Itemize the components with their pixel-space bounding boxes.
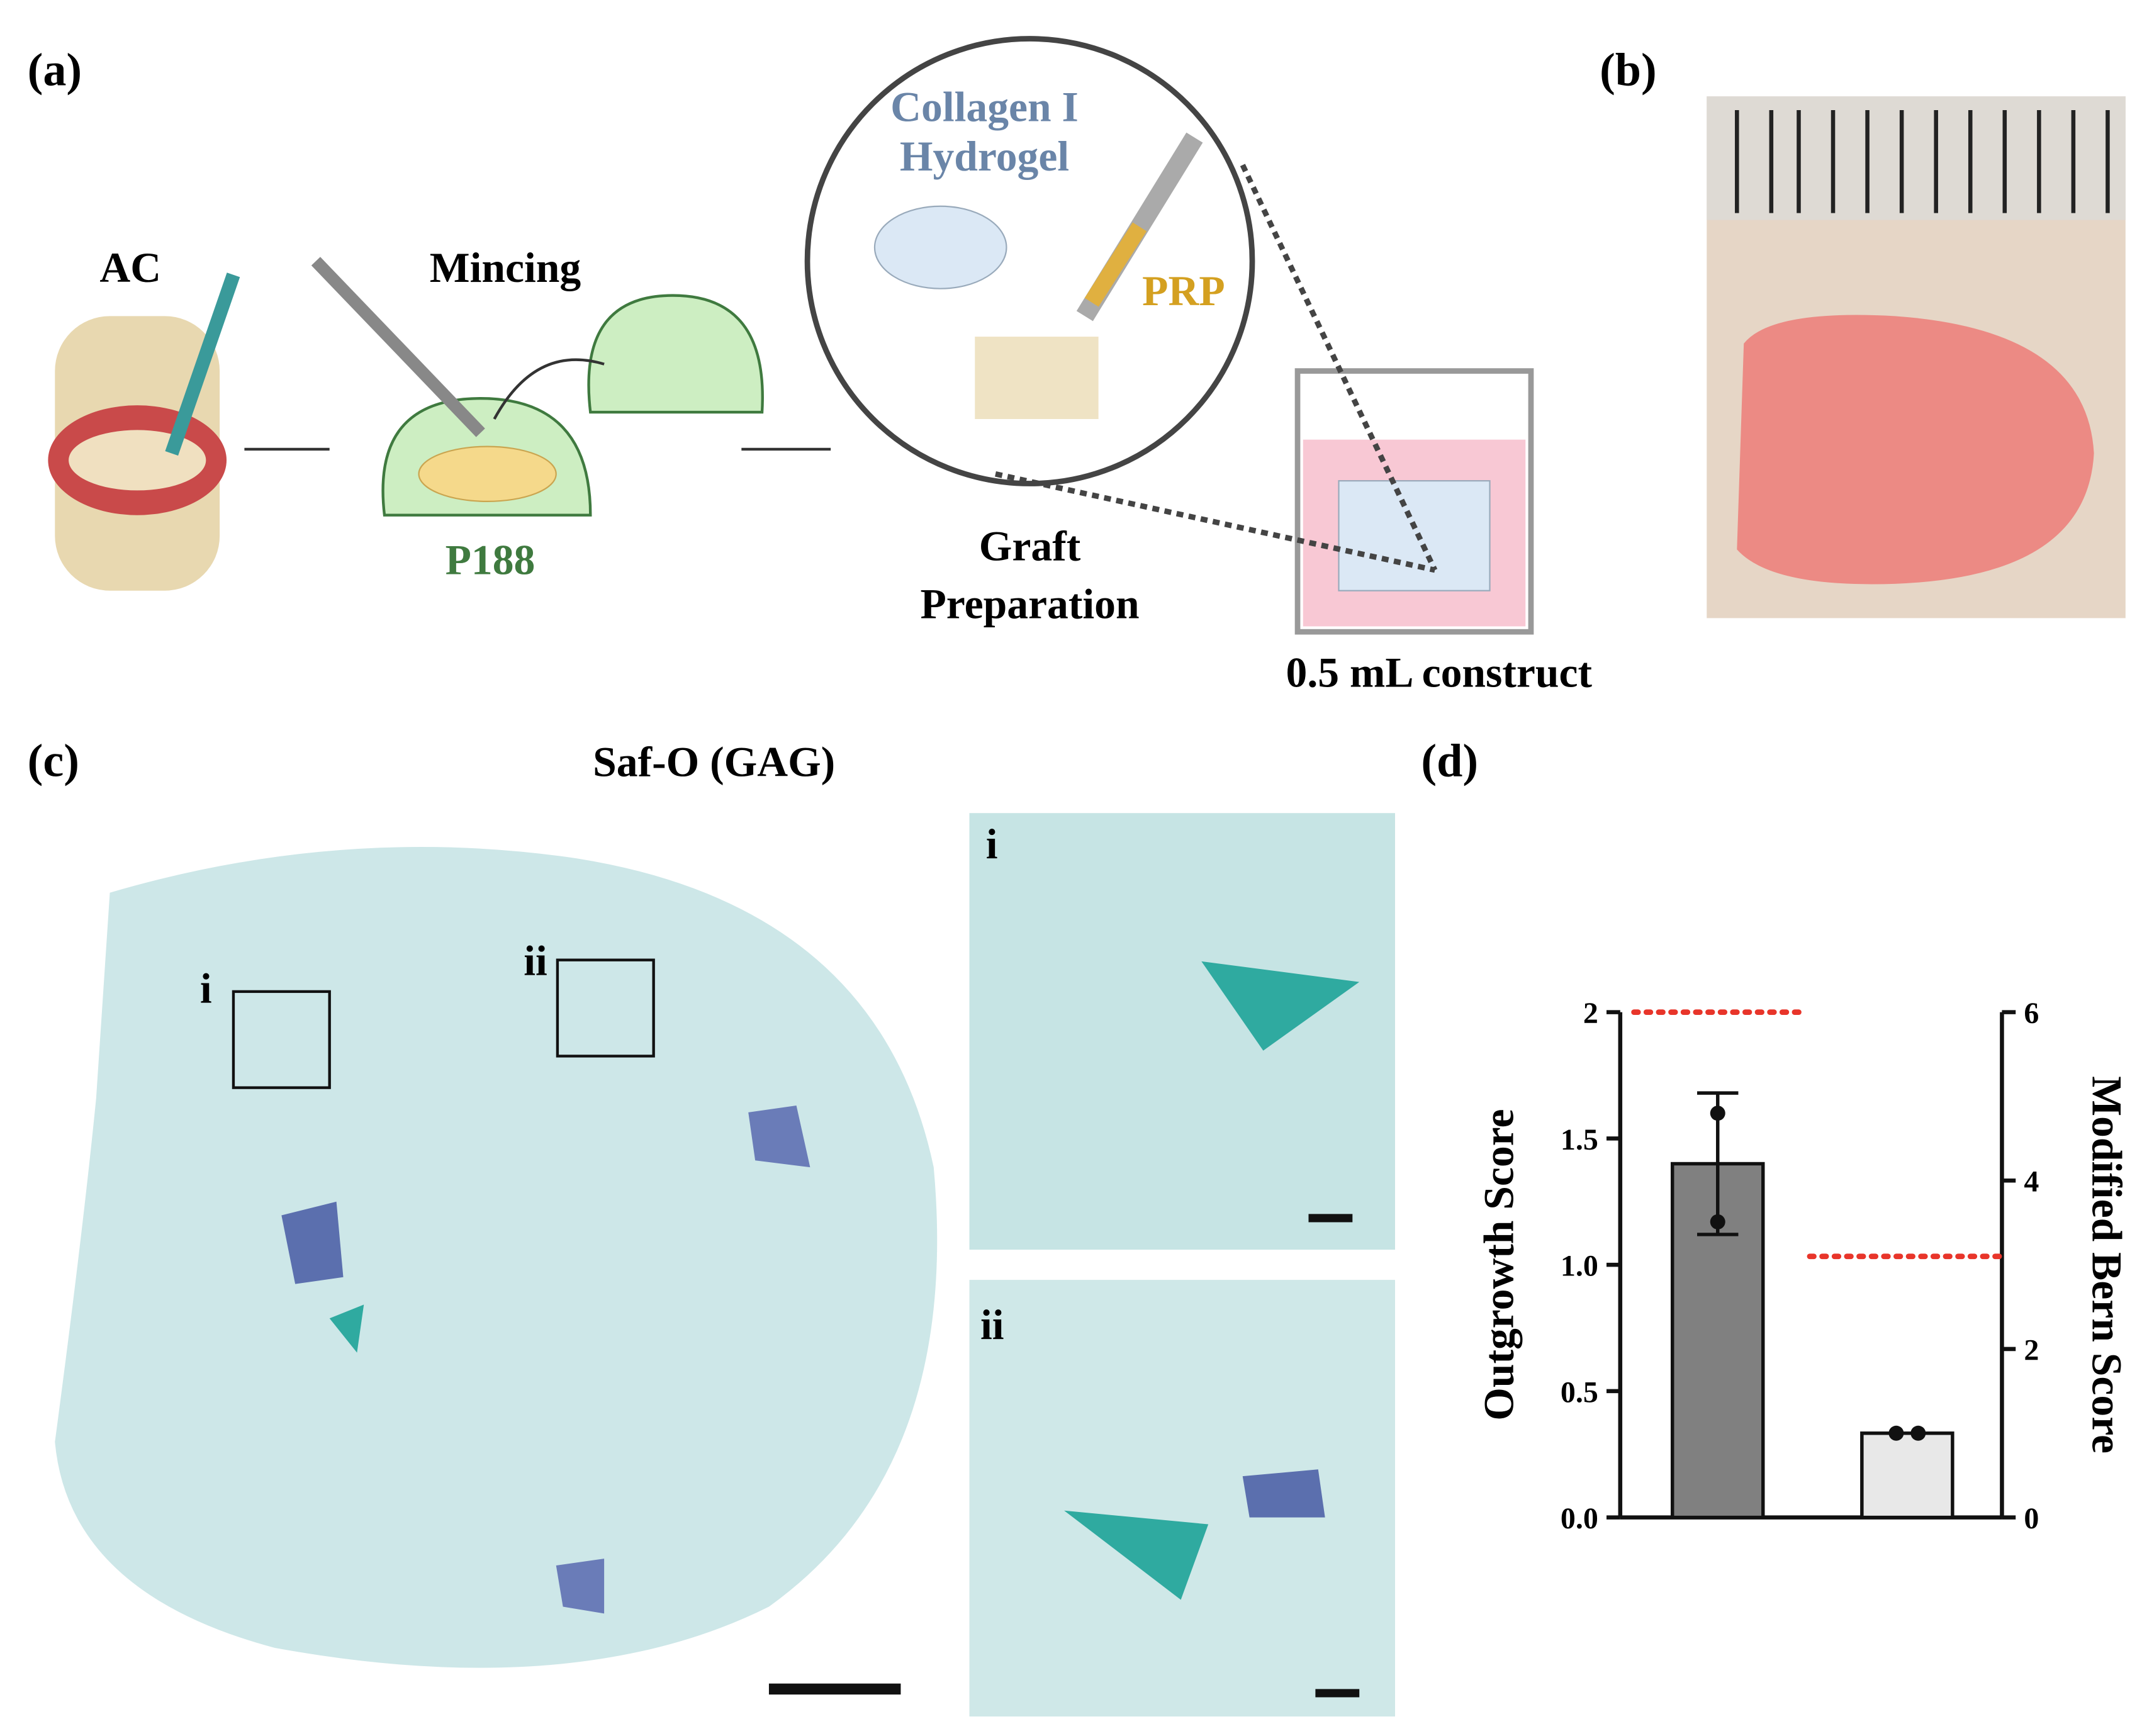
bar bbox=[1860, 1431, 1954, 1520]
label-graft: Graft bbox=[979, 523, 1081, 570]
panel-label: (c) bbox=[28, 735, 79, 787]
y2-tick-label: 4 bbox=[2024, 1165, 2039, 1199]
y-tick-label: 0.0 bbox=[1561, 1502, 1598, 1535]
inset-label: ii bbox=[980, 1301, 1004, 1348]
data-point bbox=[1710, 1214, 1725, 1229]
y-tick-label: 0.5 bbox=[1561, 1375, 1598, 1409]
panel-label: (a) bbox=[28, 45, 82, 96]
y-tick-label: 1.0 bbox=[1561, 1250, 1598, 1283]
y2-tick-label: 2 bbox=[2024, 1333, 2039, 1367]
y2-axis-title: Modified Bern Score bbox=[2083, 1076, 2130, 1453]
panel-c-histology bbox=[55, 813, 1395, 1717]
label-prp: PRP bbox=[1142, 267, 1225, 315]
label-graft: Preparation bbox=[920, 580, 1139, 627]
y2-tick-label: 0 bbox=[2024, 1502, 2039, 1535]
data-point bbox=[1910, 1425, 1926, 1441]
data-point bbox=[1888, 1425, 1904, 1441]
label-hydrogel: Collagen I bbox=[890, 83, 1079, 130]
y2-tick-label: 6 bbox=[2024, 997, 2039, 1030]
stain-title: Saf-O (GAG) bbox=[593, 738, 835, 785]
label-mincing: Mincing bbox=[430, 244, 581, 291]
y-axis-title: Outgrowth Score bbox=[1476, 1109, 1523, 1420]
box-label: i bbox=[200, 965, 212, 1012]
label-ac: AC bbox=[99, 244, 161, 291]
label-construct: 0.5 mL construct bbox=[1286, 649, 1593, 696]
panel-label: (d) bbox=[1421, 735, 1478, 787]
panel-label: (b) bbox=[1600, 45, 1657, 96]
y-tick-label: 2 bbox=[1583, 997, 1598, 1030]
inset-label: i bbox=[986, 820, 998, 868]
panel-a-illustration bbox=[48, 36, 1534, 635]
box-label: ii bbox=[524, 938, 547, 985]
data-point bbox=[1710, 1106, 1725, 1121]
label-p188: P188 bbox=[446, 537, 536, 584]
label-hydrogel: Hydrogel bbox=[900, 133, 1069, 180]
y-tick-label: 1.5 bbox=[1561, 1123, 1598, 1156]
chart: 0.0 0.5 1.0 1.5 2 0 2 4 6 Outgrowth Score Modified… bbox=[1476, 997, 2131, 1535]
panel-b-photo bbox=[1707, 96, 2126, 619]
